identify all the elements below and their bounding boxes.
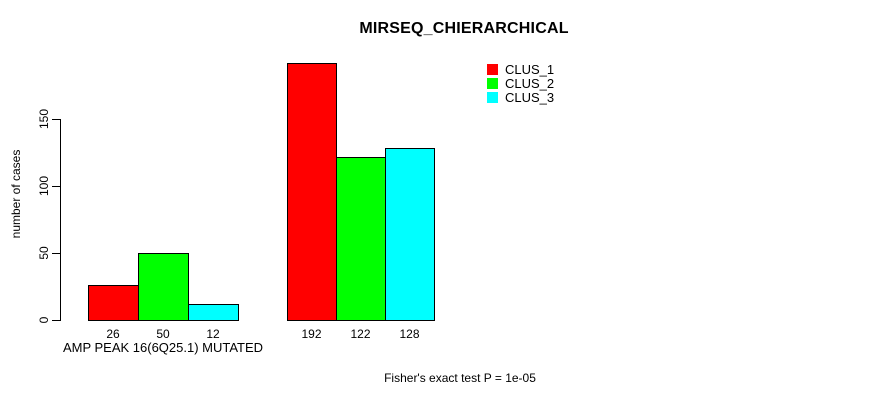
legend-swatch-clus_2 xyxy=(487,77,498,89)
bar-clus_2-group1 xyxy=(138,253,189,321)
y-axis-line xyxy=(60,119,61,321)
legend-label: CLUS_2 xyxy=(505,75,555,91)
bar-value-label: 12 xyxy=(206,327,220,341)
y-axis-tick xyxy=(52,119,60,120)
y-axis-tick xyxy=(52,253,60,254)
bar-clus_3-group2 xyxy=(385,148,435,321)
bar-value-label: 50 xyxy=(156,327,170,341)
bar-clus_3-group1 xyxy=(188,304,239,321)
legend-label: CLUS_1 xyxy=(505,61,555,77)
bar-clus_1-group1 xyxy=(88,285,139,321)
legend-swatch-clus_1 xyxy=(487,63,498,75)
legend-label: CLUS_3 xyxy=(505,89,555,105)
legend-item-clus_1: CLUS_1 xyxy=(487,62,554,76)
y-axis-tick xyxy=(52,320,60,321)
chart-title: MIRSEQ_CHIERARCHICAL xyxy=(359,20,569,37)
y-axis-tick-label: 150 xyxy=(37,108,51,130)
y-axis-tick-label: 100 xyxy=(37,175,51,197)
bar-value-label: 192 xyxy=(301,327,322,341)
bar-clus_1-group2 xyxy=(287,63,337,321)
legend-item-clus_2: CLUS_2 xyxy=(487,76,554,90)
y-axis-tick xyxy=(52,186,60,187)
legend: CLUS_1 CLUS_2 CLUS_3 xyxy=(487,62,554,104)
y-axis-tick-label: 0 xyxy=(37,316,51,324)
bar-value-label: 128 xyxy=(399,327,420,341)
bar-value-label: 26 xyxy=(106,327,120,341)
annotation-text: Fisher's exact test P = 1e-05 xyxy=(384,371,536,385)
bar-clus_2-group2 xyxy=(336,157,386,321)
bar-value-label: 122 xyxy=(350,327,371,341)
legend-swatch-clus_3 xyxy=(487,91,498,103)
legend-item-clus_3: CLUS_3 xyxy=(487,90,554,104)
y-axis-title: number of cases xyxy=(9,149,23,239)
y-axis-tick-label: 50 xyxy=(37,246,51,260)
x-axis-group-label: AMP PEAK 16(6Q25.1) MUTATED xyxy=(62,340,264,355)
